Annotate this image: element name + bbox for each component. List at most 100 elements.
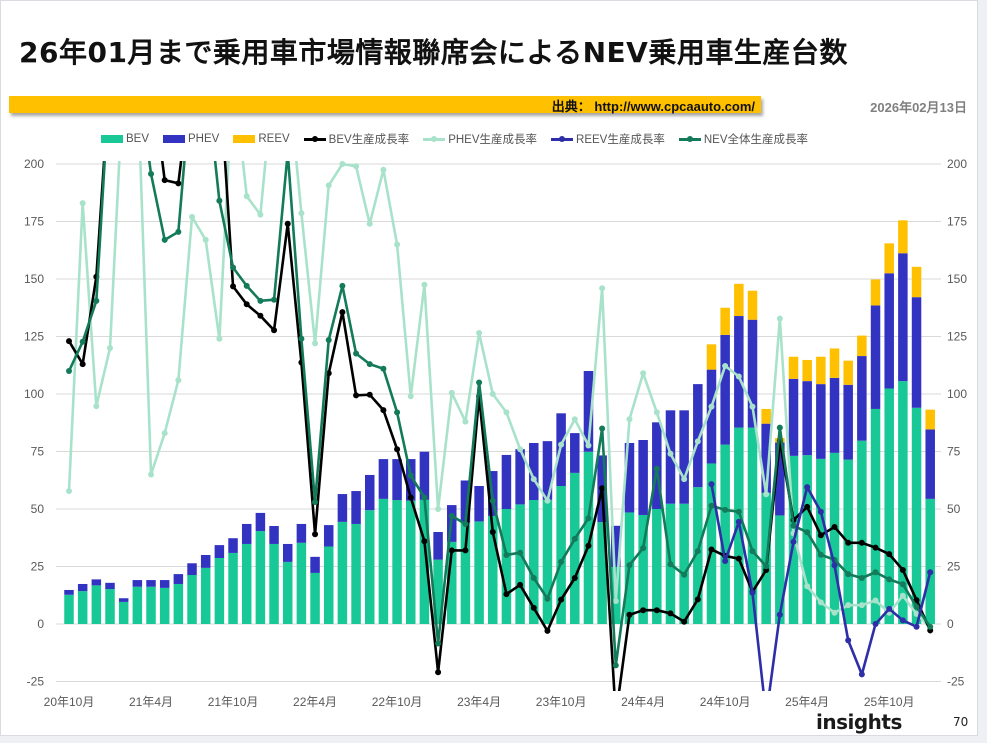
line-point [612, 662, 619, 669]
line-point [653, 465, 660, 472]
bar-bev [310, 572, 320, 624]
line-point [366, 220, 373, 227]
legend-item-phev-growth[interactable]: PHEV生産成長率 [423, 131, 537, 147]
y-tick-label-left: 150 [24, 272, 44, 286]
line-point [380, 365, 387, 372]
bar-reev [843, 360, 853, 385]
line-point [599, 285, 606, 292]
line-point [175, 180, 182, 187]
line-point [640, 607, 647, 614]
growth-lines [66, 69, 934, 691]
line-point [681, 571, 688, 578]
bar-phev [843, 384, 853, 460]
line-point [462, 547, 469, 554]
legend-item-bev-growth[interactable]: BEV生産成長率 [303, 131, 409, 147]
x-tick-label: 23年10月 [536, 695, 587, 709]
line-point [558, 558, 565, 565]
line-point [585, 515, 592, 522]
line-point [722, 362, 729, 369]
line-point [681, 476, 688, 483]
y-tick-label-left: 0 [37, 617, 44, 631]
bar-phev [146, 580, 156, 587]
legend-item-bev[interactable]: BEV [101, 133, 149, 145]
line-point [298, 210, 305, 217]
bar-phev [611, 525, 621, 567]
bar-phev [624, 442, 635, 513]
bar-phev [118, 598, 129, 602]
bar-phev [802, 381, 812, 456]
line-point [489, 529, 496, 535]
line-point [558, 441, 565, 448]
bar-bev [296, 542, 307, 624]
line-point [271, 69, 277, 75]
bar-phev [857, 356, 867, 441]
legend-item-reev-growth[interactable]: REEV生産成長率 [551, 131, 665, 147]
x-tick-label: 20年10月 [44, 695, 95, 709]
legend-item-reev[interactable]: REEV [233, 133, 290, 145]
bar-reev [911, 266, 922, 298]
line-point [872, 621, 879, 627]
bar-reev [925, 409, 935, 430]
y-tick-label-left: 200 [24, 157, 44, 171]
line-point [298, 335, 305, 342]
bar-bev [474, 521, 484, 624]
line-point [462, 418, 469, 425]
line-point [667, 610, 674, 617]
legend-line [423, 135, 446, 142]
line-point [708, 481, 715, 488]
line-point [271, 327, 278, 334]
legend-item-nev-growth[interactable]: NEV全体生産成長率 [678, 131, 808, 147]
bar-reev [706, 344, 717, 370]
legend-item-phev[interactable]: PHEV [163, 133, 219, 145]
line-point [107, 69, 113, 75]
bar-phev [91, 579, 102, 586]
line-point [175, 228, 182, 235]
line-point [312, 499, 319, 506]
bar-phev [269, 526, 279, 544]
line-point [790, 538, 797, 545]
bar-phev [200, 555, 211, 568]
bar-phev [214, 545, 225, 558]
line-point [585, 542, 592, 549]
line-point [858, 539, 865, 546]
line-point [612, 598, 619, 604]
bar-reev [802, 359, 812, 382]
x-tick-label: 25年10月 [864, 695, 915, 709]
bar-phev [187, 563, 197, 576]
bar-phev [583, 371, 594, 452]
line-point [93, 297, 100, 304]
bar-bev [214, 557, 225, 624]
bar-bev [200, 567, 211, 624]
line-point [626, 611, 633, 618]
line-point [927, 623, 934, 630]
bar-bev [269, 543, 279, 624]
bar-bev [529, 500, 539, 624]
line-point [749, 403, 756, 410]
line-point [325, 336, 332, 343]
line-point [353, 392, 360, 399]
bar-bev [173, 583, 184, 624]
bar-bev [364, 510, 375, 624]
line-point [312, 340, 319, 347]
bar-bev [884, 388, 894, 624]
line-point [653, 607, 660, 614]
line-point [407, 494, 414, 501]
line-point [845, 637, 852, 644]
source-link[interactable]: 出典： http://www.cpcaauto.com/ [551, 99, 755, 114]
line-point [544, 627, 551, 634]
bar-bev [105, 589, 115, 624]
bar-bev [542, 499, 553, 624]
line-point [640, 545, 647, 552]
line-point [489, 497, 496, 504]
line-point [735, 555, 742, 562]
line-point [421, 281, 428, 288]
line-point [927, 569, 934, 576]
bar-bev [720, 444, 730, 624]
bar-bev [228, 552, 238, 624]
line-point [66, 338, 72, 345]
line-point [667, 450, 674, 457]
line-point [339, 161, 346, 167]
line-point [858, 671, 865, 678]
line-point [804, 583, 811, 590]
